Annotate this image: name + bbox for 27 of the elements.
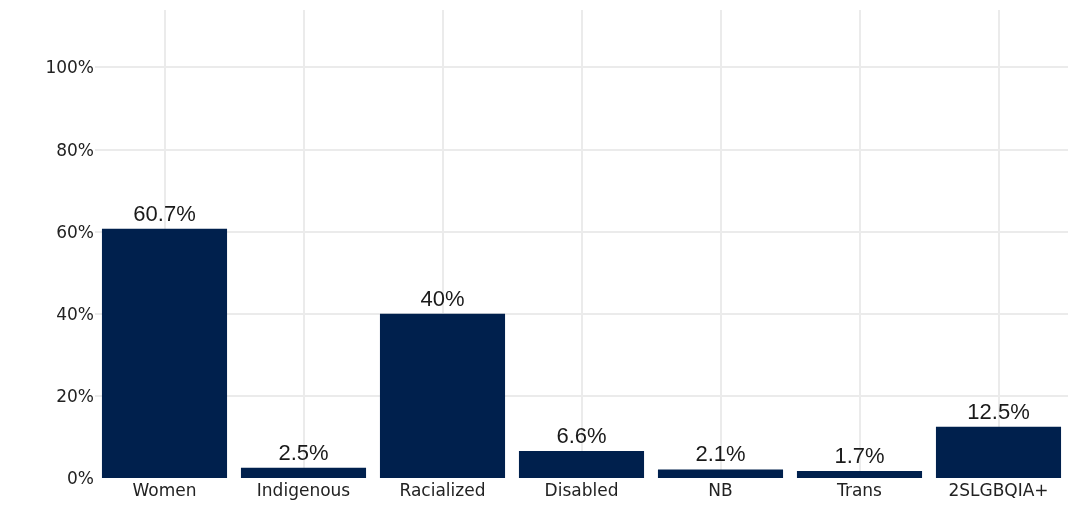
data-label: 60.7% <box>133 200 196 226</box>
data-label: 40% <box>420 285 465 311</box>
x-tick-label: NB <box>708 480 733 500</box>
y-tick-label: 0% <box>67 467 94 488</box>
data-label: 6.6% <box>556 422 607 448</box>
data-label: 1.7% <box>834 443 885 469</box>
x-tick-label: Disabled <box>544 480 619 500</box>
y-tick-label: 20% <box>56 385 94 406</box>
bar <box>240 467 367 478</box>
y-tick-label: 100% <box>45 57 94 78</box>
x-tick-label: 2SLGBQIA+ <box>948 480 1049 500</box>
x-tick-label: Trans <box>836 480 883 500</box>
x-tick-label: Racialized <box>399 480 486 500</box>
bar <box>796 471 923 478</box>
bar <box>101 228 228 478</box>
bar <box>379 313 506 478</box>
x-tick-label: Women <box>132 480 197 500</box>
data-label: 2.5% <box>278 439 329 465</box>
bar <box>935 426 1062 478</box>
y-tick-label: 60% <box>56 221 94 242</box>
bar <box>518 450 645 478</box>
y-tick-label: 40% <box>56 303 94 324</box>
y-tick-label: 80% <box>56 139 94 160</box>
bar <box>657 469 784 478</box>
x-tick-label: Indigenous <box>256 480 351 500</box>
data-label: 12.5% <box>967 398 1030 424</box>
data-label: 2.1% <box>695 441 746 467</box>
